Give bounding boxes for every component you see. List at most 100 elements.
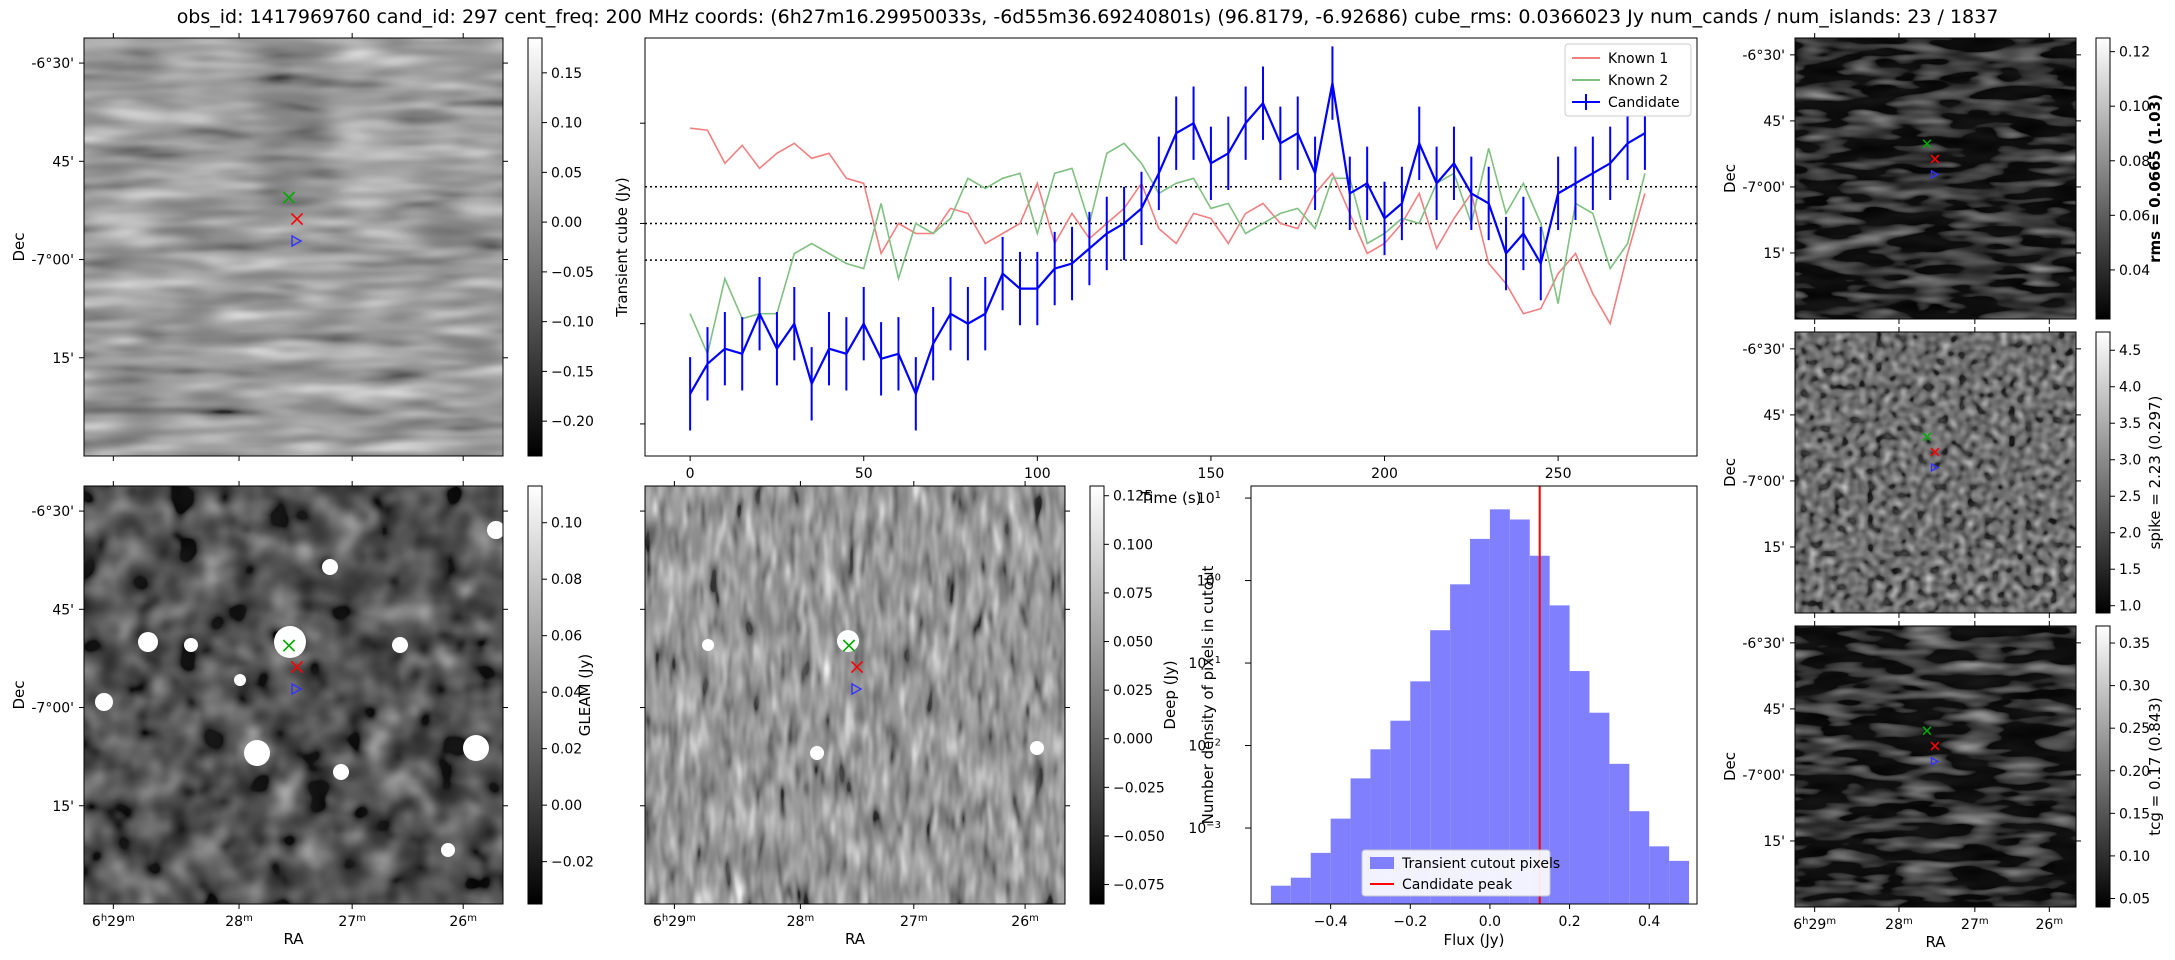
dec-tick-label: -7°00' [31,253,74,269]
gleam-cbar-tick-label: 0.04 [551,685,582,701]
deep-cbar-tick-label: 0.000 [1113,732,1153,748]
island-marker [291,234,303,248]
x-tick-label: 0.2 [1558,914,1580,930]
histogram-bar [1489,509,1510,904]
known-source-marker [1922,726,1932,736]
dec-tick-label: -7°00' [31,701,74,717]
spike-cbar-tick-label: 1.0 [2119,599,2141,615]
ra-tick-label: 28m [787,913,815,931]
dec-tick-label: 15' [1763,246,1785,262]
rms-cbar-label: rms = 0.0665 (1.03) [2146,94,2164,263]
tcg-image [1794,625,2077,908]
series-line-2 [689,82,1646,397]
dec-tick-label: 45' [52,602,74,618]
transient-cbar-tick-label: 0.05 [551,165,582,181]
ra-axis-label: RA [845,930,866,948]
dec-axis-label: Dec [1721,164,1739,193]
ra-tick-label: 27m [338,913,366,931]
dec-tick-label: -6°30' [1742,48,1785,64]
lightcurve-xlabel: Time (s) [1140,489,1202,507]
transient-cbar-tick-label: −0.10 [551,315,594,331]
spike-cbar-tick-label: 2.5 [2119,489,2141,505]
tcg-cbar-tick-label: 0.20 [2119,764,2150,780]
dec-tick-label: 45' [52,154,74,170]
ra-tick-label: 27m [1961,916,1989,934]
source-markers [282,139,1940,767]
marker-group [1922,139,1940,180]
gleam-image [83,485,505,905]
gleam-sources [95,521,505,857]
dec-tick-label: 15' [52,799,74,815]
dec-tick-label: 45' [1763,114,1785,130]
deep-cbar-label: Deep (Jy) [1161,660,1179,729]
tcg-cbar-tick-label: 0.05 [2119,891,2150,907]
ra-tick-label: 6h29m [1793,916,1836,934]
rms-cbar-tick-label: 0.04 [2119,263,2150,279]
spike-cbar-tick-label: 4.0 [2119,380,2141,396]
deep-cbar-tick-label: 0.075 [1113,586,1153,602]
dec-tick-label: -6°30' [31,56,74,72]
series-line-1 [689,142,1646,357]
deep-cbar-tick-label: 0.100 [1113,537,1153,553]
candidate-marker [1930,741,1940,751]
transient-cbar-tick-label: 0.15 [551,66,582,82]
histogram-bar [1569,671,1590,904]
marker-group [282,191,304,248]
lightcurve-ylabel: Transient cube (Jy) [613,177,631,317]
rms-cbar-tick-label: 0.10 [2119,99,2150,115]
ra-tick-label: 6h29m [92,913,135,931]
tcg-cbar-tick-label: 0.10 [2119,849,2150,865]
transient-colorbar [527,37,543,457]
dec-tick-label: -6°30' [1742,342,1785,358]
histogram-legend: Transient cutout pixels Candidate peak [1361,849,1560,897]
histogram-bar [1589,712,1610,904]
spike-cbar-tick-label: 3.0 [2119,453,2141,469]
legend-label: Known 1 [1608,51,1668,67]
island-marker [1930,756,1940,767]
candidate-marker [290,212,304,226]
rms-cbar-tick-label: 0.06 [2119,208,2150,224]
spike-cbar-tick-label: 3.5 [2119,416,2141,432]
dec-tick-label: -6°30' [1742,636,1785,652]
legend-box [1564,43,1692,117]
histogram-bar [1310,852,1331,904]
dec-tick-label: 15' [1763,540,1785,556]
dec-axis-label: Dec [1721,458,1739,487]
known-source-marker [282,191,296,204]
transient-cbar-tick-label: −0.15 [551,364,594,380]
ra-tick-label: 6h29m [653,913,696,931]
x-tick-label: 0 [686,466,695,482]
spike-colorbar [2095,331,2111,614]
legend-swatch [1370,857,1394,869]
known-source-marker [1922,432,1932,442]
x-tick-label: 250 [1545,466,1572,482]
histogram-bar [1290,877,1311,904]
rms-image [1794,37,2077,320]
island-marker [851,682,863,696]
deep-colorbar [1089,485,1105,905]
ra-tick-label: 28m [225,913,253,931]
tcg-colorbar [2095,625,2111,908]
ra-tick-label: 27m [900,913,928,931]
legend-label: Known 2 [1608,73,1668,89]
island-marker [1930,169,1940,180]
gleam-cbar-tick-label: 0.08 [551,572,582,588]
x-tick-label: 150 [1198,466,1225,482]
deep-image [644,485,1066,905]
dec-axis-label: Dec [10,232,28,261]
x-tick-label: −0.2 [1393,914,1427,930]
legend-label: Candidate peak [1402,877,1513,893]
transient-cbar-tick-label: 0.10 [551,116,582,132]
known-source-marker [1922,139,1932,149]
rms-colorbar [2095,37,2111,320]
legend-label: Transient cutout pixels [1401,856,1560,872]
candidate-marker [1930,447,1940,457]
x-tick-label: −0.4 [1314,914,1348,930]
candidate-marker [1930,154,1940,164]
legend-label: Candidate [1608,95,1680,111]
dec-tick-label: -7°00' [1742,474,1785,490]
marker-group [1922,726,1940,767]
x-tick-label: 200 [1371,466,1398,482]
deep-cbar-tick-label: 0.050 [1113,635,1153,651]
dec-axis-label: Dec [1721,752,1739,781]
